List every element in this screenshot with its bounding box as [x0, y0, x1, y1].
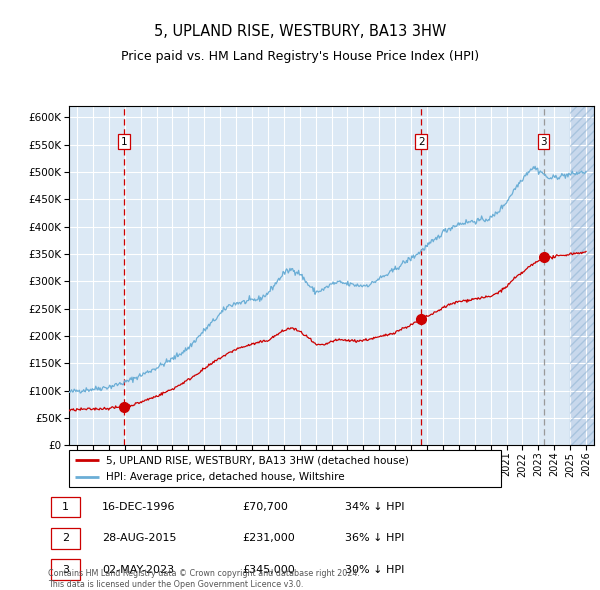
Text: 2: 2: [418, 137, 425, 147]
Text: 3: 3: [540, 137, 547, 147]
Text: 5, UPLAND RISE, WESTBURY, BA13 3HW: 5, UPLAND RISE, WESTBURY, BA13 3HW: [154, 24, 446, 38]
Bar: [50, 497, 80, 517]
Text: 28-AUG-2015: 28-AUG-2015: [102, 533, 176, 543]
Text: HPI: Average price, detached house, Wiltshire: HPI: Average price, detached house, Wilt…: [106, 472, 344, 482]
Bar: [50, 559, 80, 580]
Text: 34% ↓ HPI: 34% ↓ HPI: [345, 502, 404, 512]
Text: 36% ↓ HPI: 36% ↓ HPI: [345, 533, 404, 543]
Bar: [570, 106, 594, 445]
Text: £345,000: £345,000: [242, 565, 295, 575]
Text: 5, UPLAND RISE, WESTBURY, BA13 3HW (detached house): 5, UPLAND RISE, WESTBURY, BA13 3HW (deta…: [106, 455, 409, 465]
Text: 1: 1: [121, 137, 127, 147]
Text: 02-MAY-2023: 02-MAY-2023: [102, 565, 174, 575]
Text: Price paid vs. HM Land Registry's House Price Index (HPI): Price paid vs. HM Land Registry's House …: [121, 50, 479, 63]
Text: 2: 2: [62, 533, 69, 543]
Text: £231,000: £231,000: [242, 533, 295, 543]
Text: 1: 1: [62, 502, 69, 512]
Bar: [50, 528, 80, 549]
Text: Contains HM Land Registry data © Crown copyright and database right 2024.
This d: Contains HM Land Registry data © Crown c…: [48, 569, 360, 589]
Bar: [570, 106, 594, 445]
Text: 30% ↓ HPI: 30% ↓ HPI: [345, 565, 404, 575]
Text: £70,700: £70,700: [242, 502, 288, 512]
Text: 3: 3: [62, 565, 69, 575]
Text: 16-DEC-1996: 16-DEC-1996: [102, 502, 176, 512]
